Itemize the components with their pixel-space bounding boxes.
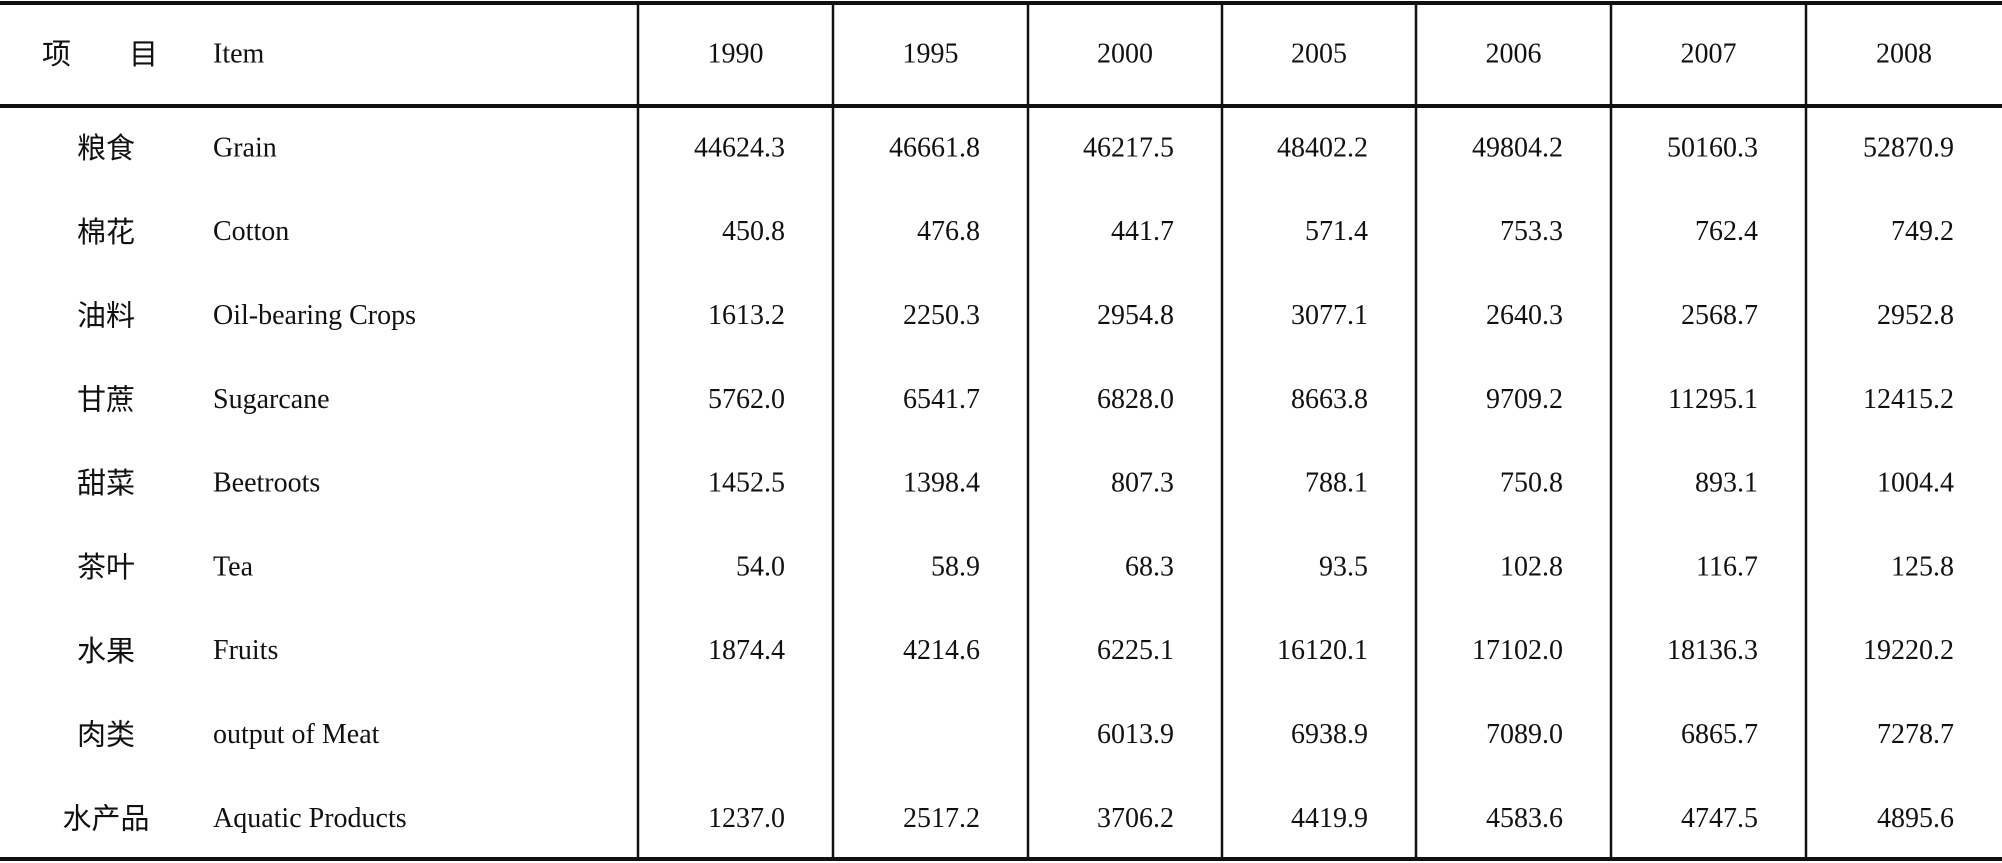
row-label-zh: 粮食 (77, 131, 135, 165)
cell-value: 102.8 (1500, 551, 1563, 582)
cell-value: 4583.6 (1486, 803, 1563, 834)
cell-value: 2250.3 (903, 300, 980, 331)
cell-value: 3077.1 (1291, 300, 1368, 331)
cell-value: 3706.2 (1097, 803, 1174, 834)
header-year: 2007 (1681, 38, 1737, 69)
cell-value: 441.7 (1111, 216, 1174, 247)
cell-value: 46217.5 (1083, 132, 1174, 163)
cell-value: 68.3 (1125, 551, 1174, 582)
cell-value: 6938.9 (1291, 719, 1368, 750)
row-label-en: Grain (213, 132, 277, 163)
cell-value: 46661.8 (889, 132, 980, 163)
cell-value: 16120.1 (1277, 635, 1368, 666)
cell-value: 7278.7 (1877, 719, 1954, 750)
cell-value: 7089.0 (1486, 719, 1563, 750)
header-year: 2000 (1097, 38, 1153, 69)
cell-value: 2954.8 (1097, 300, 1174, 331)
row-label-en: Oil-bearing Crops (213, 300, 416, 331)
cell-value: 893.1 (1695, 468, 1758, 499)
cell-value: 807.3 (1111, 468, 1174, 499)
cell-value: 44624.3 (694, 132, 785, 163)
cell-value: 52870.9 (1863, 132, 1954, 163)
cell-value: 116.7 (1696, 551, 1758, 582)
header-year: 2008 (1876, 38, 1932, 69)
cell-value: 749.2 (1891, 216, 1954, 247)
cell-value: 6541.7 (903, 384, 980, 415)
row-label-en: Cotton (213, 216, 289, 247)
cell-value: 48402.2 (1277, 132, 1368, 163)
cell-value: 476.8 (917, 216, 980, 247)
row-label-zh: 茶叶 (77, 550, 135, 584)
row-label-en: Tea (213, 551, 254, 582)
cell-value: 2952.8 (1877, 300, 1954, 331)
cell-value: 1237.0 (708, 803, 785, 834)
row-label-zh: 油料 (77, 299, 135, 333)
header-item-en: Item (213, 38, 265, 69)
row-label-zh: 甜菜 (77, 466, 135, 500)
cell-value: 4419.9 (1291, 803, 1368, 834)
cell-value: 19220.2 (1863, 635, 1954, 666)
header-item-zh: 项 目 (42, 37, 158, 71)
cell-value: 4895.6 (1877, 803, 1954, 834)
header-year: 1995 (903, 38, 959, 69)
cell-value: 1452.5 (708, 468, 785, 499)
header-year: 2006 (1486, 38, 1542, 69)
cell-value: 11295.1 (1668, 384, 1758, 415)
header-year: 1990 (708, 38, 764, 69)
cell-value: 12415.2 (1863, 384, 1954, 415)
cell-value: 450.8 (722, 216, 785, 247)
cell-value: 1613.2 (708, 300, 785, 331)
header-year: 2005 (1291, 38, 1347, 69)
cell-value: 4214.6 (903, 635, 980, 666)
cell-value: 6865.7 (1681, 719, 1758, 750)
cell-value: 17102.0 (1472, 635, 1563, 666)
row-label-en: Beetroots (213, 468, 320, 499)
cell-value: 125.8 (1891, 551, 1954, 582)
row-label-en: Fruits (213, 635, 278, 666)
cell-value: 58.9 (931, 551, 980, 582)
cell-value: 1874.4 (708, 635, 785, 666)
cell-value: 18136.3 (1667, 635, 1758, 666)
cell-value: 788.1 (1305, 468, 1368, 499)
row-label-zh: 甘蔗 (77, 382, 135, 416)
cell-value: 750.8 (1500, 468, 1563, 499)
row-label-zh: 水果 (77, 634, 135, 668)
cell-value: 753.3 (1500, 216, 1563, 247)
row-label-zh: 肉类 (77, 718, 135, 752)
cell-value: 1398.4 (903, 468, 980, 499)
row-label-zh: 水产品 (62, 801, 149, 835)
cell-value: 9709.2 (1486, 384, 1563, 415)
cell-value: 6013.9 (1097, 719, 1174, 750)
cell-value: 2517.2 (903, 803, 980, 834)
cell-value: 5762.0 (708, 384, 785, 415)
cell-value: 54.0 (736, 551, 785, 582)
row-label-zh: 棉花 (77, 215, 135, 249)
row-label-en: Sugarcane (213, 384, 330, 415)
cell-value: 2568.7 (1681, 300, 1758, 331)
cell-value: 4747.5 (1681, 803, 1758, 834)
cell-value: 6828.0 (1097, 384, 1174, 415)
cell-value: 49804.2 (1472, 132, 1563, 163)
cell-value: 571.4 (1305, 216, 1368, 247)
row-label-en: Aquatic Products (213, 803, 407, 834)
cell-value: 6225.1 (1097, 635, 1174, 666)
row-label-en: output of Meat (213, 719, 380, 750)
cell-value: 8663.8 (1291, 384, 1368, 415)
cell-value: 50160.3 (1667, 132, 1758, 163)
cell-value: 762.4 (1695, 216, 1758, 247)
cell-value: 93.5 (1319, 551, 1368, 582)
cell-value: 2640.3 (1486, 300, 1563, 331)
cell-value: 1004.4 (1877, 468, 1954, 499)
